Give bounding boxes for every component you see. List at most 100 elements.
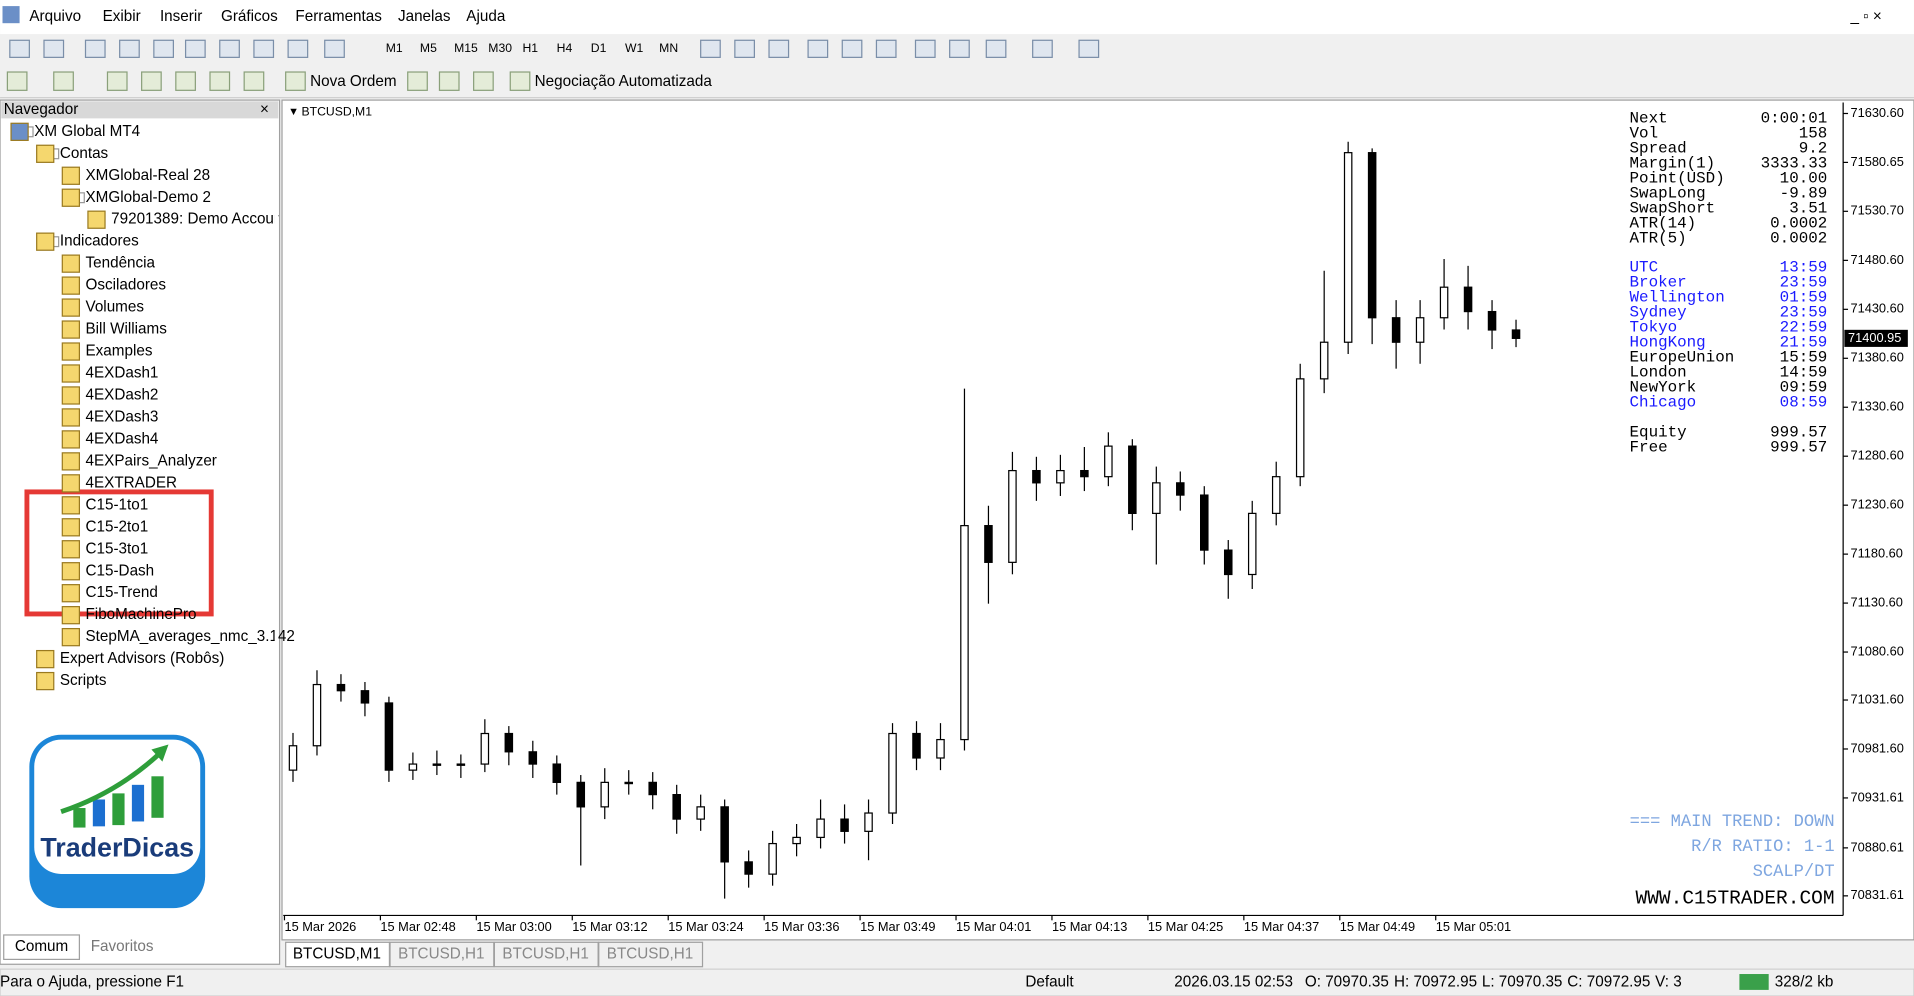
- candle-body: [1200, 494, 1209, 551]
- chart-tab-label[interactable]: BTCUSD,H1: [607, 946, 693, 963]
- tree-item[interactable]: Scripts: [60, 672, 107, 689]
- chart-tab-label[interactable]: BTCUSD,H1: [398, 946, 484, 963]
- toolbar-icon[interactable]: [9, 39, 30, 58]
- tree-item[interactable]: Tendência: [86, 255, 156, 272]
- tree-item[interactable]: Osciladores: [86, 277, 167, 294]
- tree-item[interactable]: Volumes: [86, 299, 145, 316]
- tab-active[interactable]: [3, 934, 81, 960]
- chart-tab[interactable]: [285, 941, 391, 968]
- menu-item[interactable]: Gráficos: [221, 8, 278, 25]
- timeframe-button[interactable]: M30: [488, 41, 512, 55]
- close-button[interactable]: ×: [260, 101, 269, 118]
- tree-item[interactable]: 4EXDash3: [86, 408, 159, 425]
- tree-item[interactable]: XMGlobal-Real 28: [86, 167, 211, 184]
- logo-candle: [131, 784, 145, 822]
- menu-item[interactable]: Exibir: [103, 8, 141, 25]
- tree-item[interactable]: C15-1to1: [86, 496, 149, 513]
- toolbar-icon[interactable]: [285, 71, 306, 91]
- tree-item[interactable]: Bill Williams: [86, 321, 168, 338]
- navigator-tab[interactable]: Comum: [15, 938, 68, 955]
- toolbar-icon[interactable]: [219, 39, 240, 58]
- chart-tab[interactable]: [598, 941, 704, 968]
- tree-item[interactable]: C15-3to1: [86, 540, 149, 557]
- tree-item[interactable]: XM Global MT4: [34, 123, 140, 140]
- tree-item[interactable]: 4EXDash4: [86, 430, 159, 447]
- tree-icon: [61, 474, 81, 493]
- toolbar-icon[interactable]: [407, 71, 428, 91]
- tree-item[interactable]: Expert Advisors (Robôs): [60, 650, 224, 667]
- chart-tab[interactable]: [493, 941, 599, 968]
- tree-item[interactable]: C15-Trend: [86, 584, 158, 601]
- toolbar-icon[interactable]: [734, 39, 755, 58]
- tree-item[interactable]: Examples: [86, 343, 153, 360]
- toolbar-button[interactable]: Negociação Automatizada: [535, 73, 713, 90]
- toolbar-icon[interactable]: [153, 39, 174, 58]
- menu-item[interactable]: Arquivo: [29, 8, 81, 25]
- tree-item[interactable]: Contas: [60, 145, 109, 162]
- toolbar-button[interactable]: Nova Ordem: [310, 73, 396, 90]
- tree-item[interactable]: 79201389: Demo Accour: [111, 211, 279, 228]
- tree-icon: [36, 671, 55, 691]
- toolbar-icon[interactable]: [43, 39, 65, 58]
- tree-item[interactable]: 4EXPairs_Analyzer: [86, 452, 217, 469]
- timeframe-button[interactable]: W1: [625, 41, 644, 55]
- toolbar-icon[interactable]: [1032, 39, 1053, 58]
- timeframe-button[interactable]: D1: [591, 41, 607, 55]
- toolbar-icon[interactable]: [84, 39, 106, 58]
- timeframe-button[interactable]: M1: [386, 41, 403, 55]
- toolbar-icon[interactable]: [841, 39, 863, 58]
- menu-item[interactable]: Janelas: [398, 8, 451, 25]
- toolbar-icon[interactable]: [700, 39, 721, 58]
- timeframe-button[interactable]: MN: [659, 41, 678, 55]
- toolbar-icon[interactable]: [324, 39, 345, 58]
- tree-item[interactable]: StepMA_averages_nmc_3.142: [86, 628, 295, 645]
- toolbar-icon[interactable]: [1078, 39, 1100, 58]
- toolbar-icon[interactable]: [509, 71, 531, 91]
- toolbar-icon[interactable]: [473, 71, 494, 91]
- tree-item[interactable]: 4EXDash2: [86, 387, 159, 404]
- toolbar-icon[interactable]: [106, 71, 128, 91]
- toolbar-icon[interactable]: [209, 71, 231, 91]
- timeframe-button[interactable]: H4: [557, 41, 573, 55]
- toolbar-icon[interactable]: [253, 39, 275, 58]
- menu-item[interactable]: Ferramentas: [295, 8, 382, 25]
- tree-icon: [61, 342, 81, 361]
- timeframe-button[interactable]: M5: [420, 41, 437, 55]
- menu-item[interactable]: Inserir: [160, 8, 202, 25]
- menu-item[interactable]: Ajuda: [466, 8, 506, 25]
- current-price-label: 71400.95: [1848, 330, 1901, 345]
- toolbar-icon[interactable]: [985, 39, 1007, 58]
- chart-tab[interactable]: [389, 941, 495, 968]
- toolbar-icon[interactable]: [768, 39, 790, 58]
- tree-item[interactable]: XMGlobal-Demo 2: [86, 189, 211, 206]
- tree-item[interactable]: C15-Dash: [86, 562, 155, 579]
- toolbar-icon[interactable]: [6, 71, 28, 91]
- window-controls[interactable]: _ ▫ ×: [1849, 8, 1881, 25]
- toolbar-icon[interactable]: [875, 39, 897, 58]
- toolbar-icon[interactable]: [243, 71, 265, 91]
- toolbar-icon[interactable]: [807, 39, 829, 58]
- tree-item[interactable]: 4EXTRADER: [86, 474, 178, 491]
- toolbar-icon[interactable]: [914, 39, 936, 58]
- toolbar-icon[interactable]: [949, 39, 970, 58]
- toolbar-icon[interactable]: [287, 39, 309, 58]
- toolbar-icon[interactable]: [184, 39, 206, 58]
- logo-candle: [73, 808, 86, 828]
- timeframe-button[interactable]: H1: [522, 41, 538, 55]
- tree-icon: [61, 276, 81, 295]
- tree-icon: [61, 298, 81, 317]
- toolbar-icon[interactable]: [438, 71, 460, 91]
- toolbar-icon[interactable]: [141, 71, 162, 91]
- tree-item[interactable]: FiboMachinePro: [86, 606, 197, 623]
- tree-item[interactable]: C15-2to1: [86, 518, 149, 535]
- timeframe-button[interactable]: M15: [454, 41, 478, 55]
- toolbar-icon[interactable]: [119, 39, 140, 58]
- chart-tab-label[interactable]: BTCUSD,M1: [293, 946, 381, 963]
- toolbar-icon[interactable]: [175, 71, 196, 91]
- navigator-tab[interactable]: Favoritos: [91, 938, 154, 955]
- chart-tab-label[interactable]: BTCUSD,H1: [502, 946, 588, 963]
- tree-item[interactable]: Indicadores: [60, 233, 139, 250]
- toolbar-icon[interactable]: [53, 71, 74, 91]
- tree-item[interactable]: 4EXDash1: [86, 365, 159, 382]
- chart-arrow: ▼: [288, 106, 299, 118]
